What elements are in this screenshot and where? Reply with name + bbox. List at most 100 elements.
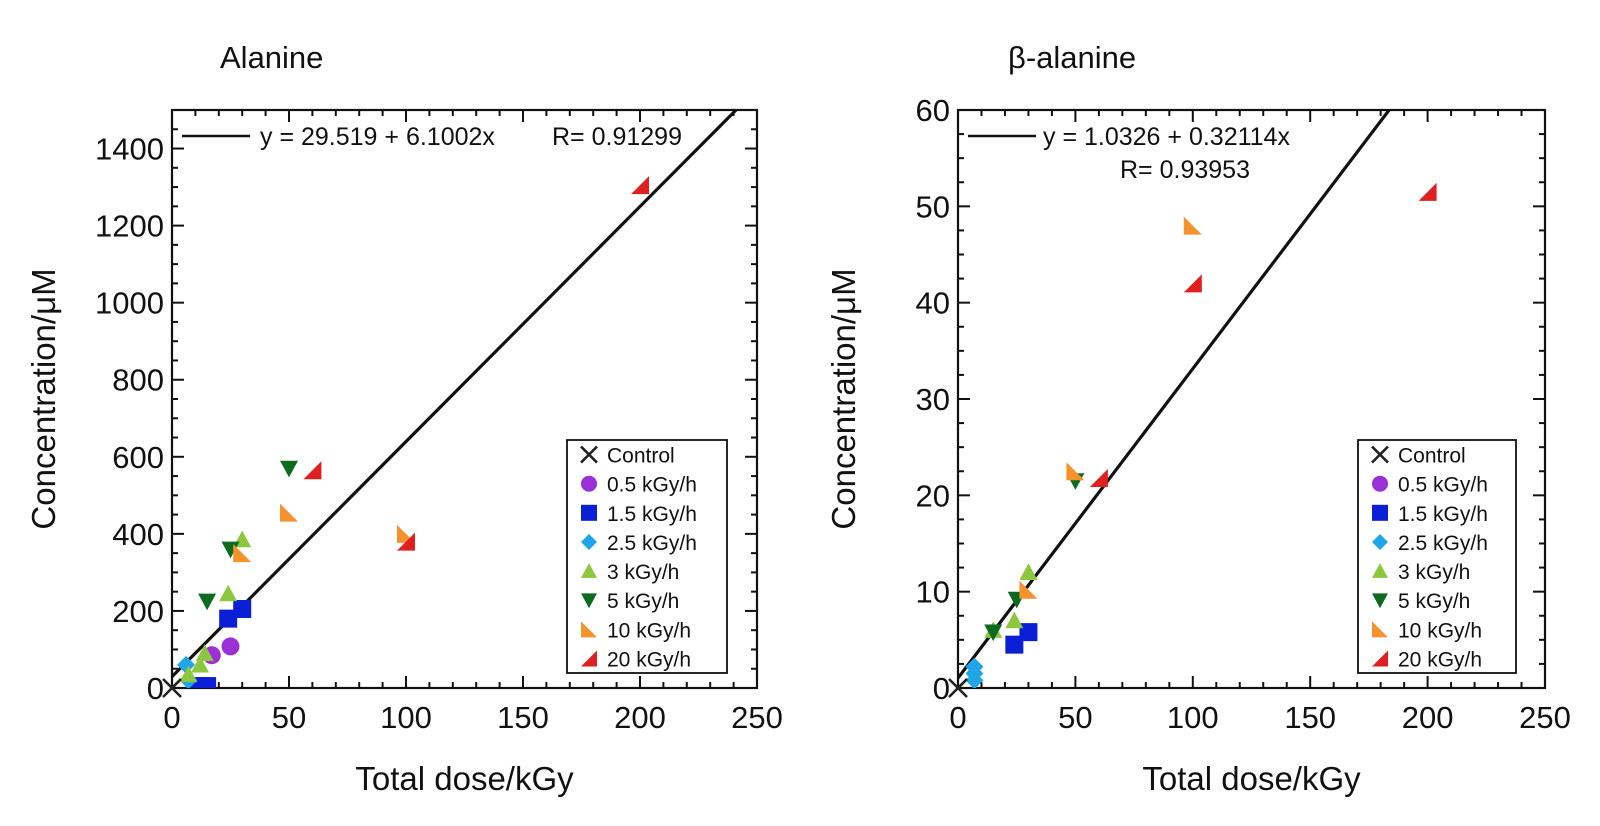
y-axis-label: Concentration/μM [825, 268, 862, 529]
x-tick-label: 50 [272, 700, 306, 735]
legend-marker [1371, 445, 1389, 464]
data-point [177, 655, 196, 674]
legend-label: 5 kGy/h [1398, 590, 1470, 613]
x-tick-label: 0 [949, 700, 966, 735]
data-point [1019, 563, 1038, 581]
legend-label: 20 kGy/h [607, 648, 691, 671]
x-tick-label: 200 [1402, 700, 1454, 735]
y-axis-label: Concentration/μM [25, 268, 62, 529]
legend-label: 1.5 kGy/h [607, 503, 697, 526]
control-point [948, 678, 968, 698]
legend-label: 3 kGy/h [1398, 561, 1470, 584]
data-point [1005, 635, 1024, 654]
data-point [221, 541, 240, 559]
y-tick-label: 0 [933, 671, 950, 706]
legend-marker [1372, 563, 1388, 578]
x-axis-label: Total dose/kGy [1142, 760, 1361, 797]
y-tick-label: 60 [916, 93, 950, 128]
legend-marker [581, 475, 597, 492]
data-point [984, 624, 1003, 642]
alanine-panel: Alanine 0 50 100 150 200 250 0 200 400 600 800 1000… [25, 40, 783, 797]
data-point [219, 609, 238, 628]
x-axis-label: Total dose/kGy [355, 760, 574, 797]
legend-marker [581, 533, 597, 550]
data-point [1183, 274, 1202, 293]
legend-label: 2.5 kGy/h [1398, 532, 1488, 555]
legend-label: 0.5 kGy/h [1398, 474, 1488, 497]
x-tick-label: 150 [1284, 700, 1336, 735]
legend-label: Control [1398, 445, 1466, 468]
data-point [1005, 611, 1024, 629]
data-points [958, 182, 1437, 688]
data-point [221, 637, 240, 656]
y-tick-label: 20 [916, 478, 950, 513]
fit-equation: y = 1.0326 + 0.32114x [1043, 123, 1290, 151]
data-point [303, 461, 322, 480]
fit-line [172, 110, 739, 678]
y-tick-label: 1200 [95, 209, 164, 244]
data-point [280, 503, 298, 522]
legend-label: 0.5 kGy/h [607, 474, 697, 497]
legend-marker [1372, 475, 1388, 492]
data-point [1183, 216, 1202, 235]
data-point [198, 677, 217, 688]
x-tick-label: 100 [380, 700, 432, 735]
panel-title: Alanine [220, 40, 323, 75]
legend-marker [581, 650, 597, 667]
legend-label: 1.5 kGy/h [1398, 503, 1488, 526]
legend-marker [1372, 650, 1388, 667]
y-tick-label: 200 [112, 594, 164, 629]
fit-r-value: R= 0.93953 [1120, 156, 1250, 184]
beta-alanine-panel: β-alanine 0 50 100 150 200 250 0 10 20 30 40 50 60 To… [825, 40, 1571, 797]
legend: Control 0.5 kGy/h 1.5 kGy/h 2.5 kGy/h 3 kGy/… [566, 439, 728, 674]
legend-marker [580, 445, 598, 464]
x-tick-label: 0 [163, 700, 180, 735]
data-point [198, 593, 217, 611]
data-point [1019, 623, 1038, 642]
data-point [233, 544, 252, 563]
data-point [631, 176, 649, 195]
control-point [162, 678, 182, 698]
y-tick-label: 10 [916, 575, 950, 610]
legend-label: 2.5 kGy/h [607, 532, 697, 555]
legend-marker [1372, 593, 1388, 609]
y-tick-label: 800 [112, 363, 164, 398]
y-tick-label: 30 [916, 382, 950, 417]
data-point [397, 532, 415, 551]
y-tick-label: 1400 [95, 132, 164, 167]
data-point [195, 644, 214, 661]
data-point [965, 657, 984, 676]
y-tick-label: 600 [112, 440, 164, 475]
legend-marker [581, 504, 597, 521]
legend: Control 0.5 kGy/h 1.5 kGy/h 2.5 kGy/h 3 kGy/… [1357, 439, 1517, 674]
y-tick-label: 40 [916, 286, 950, 321]
data-point [1089, 468, 1108, 487]
y-tick-label: 1000 [95, 286, 164, 321]
x-tick-label: 250 [1519, 700, 1571, 735]
data-point [233, 600, 252, 619]
data-point [191, 655, 210, 673]
legend-label: 3 kGy/h [607, 561, 679, 584]
legend-marker [1372, 504, 1388, 521]
x-tick-label: 200 [614, 700, 666, 735]
y-tick-label: 400 [112, 517, 164, 552]
legend-marker [581, 621, 597, 638]
data-point [1418, 182, 1437, 201]
data-point [280, 460, 298, 478]
panel-title: β-alanine [1008, 40, 1136, 75]
data-point [219, 584, 238, 602]
x-tick-label: 250 [731, 700, 783, 735]
legend-label: 5 kGy/h [607, 590, 679, 613]
legend-label: 20 kGy/h [1398, 648, 1482, 671]
data-point [1066, 462, 1085, 481]
fit-equation: y = 29.519 + 6.1002x [260, 123, 495, 151]
legend-label: 10 kGy/h [607, 619, 691, 642]
x-tick-label: 100 [1167, 700, 1219, 735]
legend-marker [1372, 533, 1388, 550]
legend-label: 10 kGy/h [1398, 619, 1482, 642]
data-points [172, 176, 649, 688]
x-tick-label: 150 [497, 700, 549, 735]
fit-r-value: R= 0.91299 [552, 123, 682, 151]
data-point [1019, 580, 1038, 599]
